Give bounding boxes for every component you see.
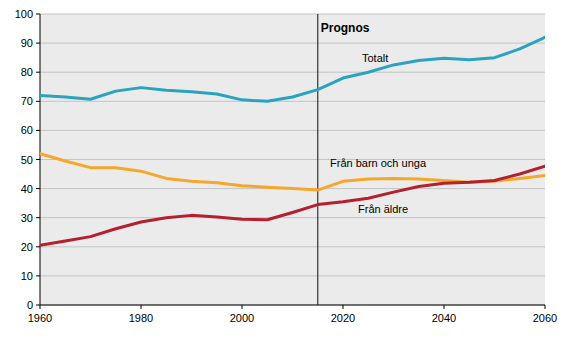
y-tick [36,217,40,218]
x-axis [40,305,545,306]
y-tick [36,43,40,44]
series-line [40,154,545,190]
y-tick-label: 80 [21,66,33,78]
x-tick-label: 2060 [533,312,557,324]
y-tick [36,101,40,102]
series-label: Totalt [362,52,388,64]
y-tick-label: 10 [21,270,33,282]
y-tick [36,275,40,276]
series-group [40,37,545,245]
y-tick [36,188,40,189]
annotation: Prognos [321,21,370,35]
series-line [40,166,545,245]
y-tick-label: 100 [15,8,33,20]
x-tick [40,305,41,309]
x-tick-label: 2040 [432,312,456,324]
y-tick [36,72,40,73]
y-tick-label: 60 [21,124,33,136]
y-tick-label: 0 [27,299,33,311]
series-label: Från äldre [358,203,408,215]
grid-line [40,246,545,247]
grid-line [40,305,545,306]
y-tick-label: 90 [21,37,33,49]
chart: 0 10 20 30 40 50 60 70 80 90 100 1960 1980 2000 2020 20… [0,0,567,340]
grid-line [40,101,545,102]
y-tick-label: 20 [21,241,33,253]
plot-background [40,14,545,305]
x-tick [444,305,445,309]
y-tick-label: 50 [21,154,33,166]
grid-line [40,217,545,218]
y-tick [36,130,40,131]
x-tick-label: 1960 [28,312,52,324]
x-tick-label: 2020 [331,312,355,324]
grid-line [40,14,545,15]
y-tick [36,246,40,247]
series-label: Från barn och unga [330,157,427,169]
y-tick-label: 40 [21,183,33,195]
x-tick [242,305,243,309]
forecast-line [317,14,318,305]
y-tick [36,159,40,160]
x-tick-label: 2000 [230,312,254,324]
y-tick [36,14,40,15]
series-line [40,37,545,101]
x-tick-label: 1980 [129,312,153,324]
x-tick [545,305,546,309]
y-axis [40,14,41,305]
y-tick [36,305,40,306]
grid-line [40,43,545,44]
grid-line [40,72,545,73]
y-tick-label: 30 [21,212,33,224]
grid-line [40,275,545,276]
x-tick [343,305,344,309]
x-tick [141,305,142,309]
y-tick-label: 70 [21,95,33,107]
grid-line [40,159,545,160]
grid-line [40,130,545,131]
